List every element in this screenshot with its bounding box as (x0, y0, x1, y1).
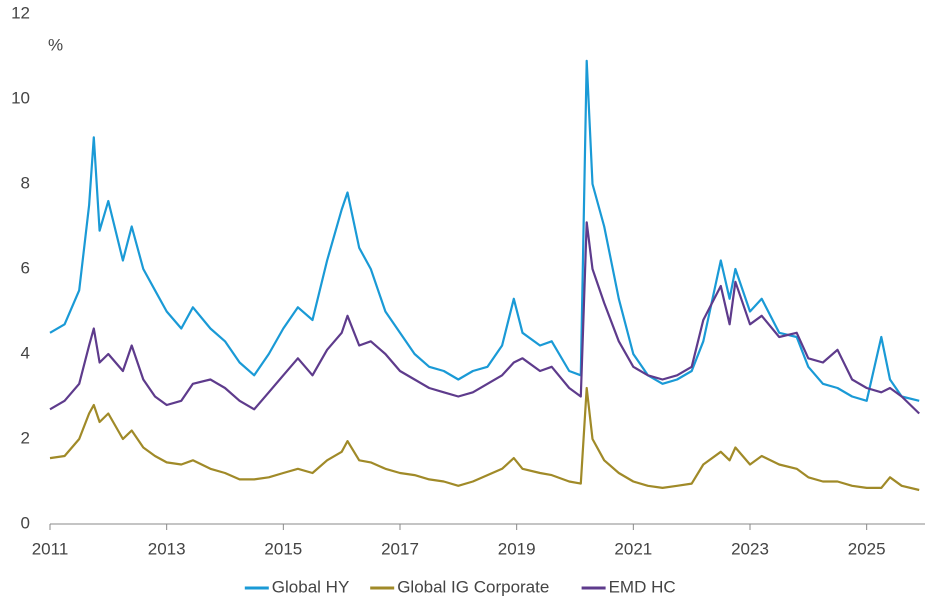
y-tick-label: 6 (21, 258, 30, 277)
y-tick-label: 2 (21, 428, 30, 447)
series-line (49, 221, 920, 415)
y-tick-label: 0 (21, 513, 30, 532)
series-line (49, 386, 920, 492)
x-tick-label: 2017 (381, 539, 419, 558)
legend-label: Global IG Corporate (397, 577, 549, 596)
y-tick-label: 12 (11, 3, 30, 22)
x-tick-label: 2013 (148, 539, 186, 558)
x-tick-label: 2023 (731, 539, 769, 558)
x-tick-label: 2021 (614, 539, 652, 558)
x-tick-label: 2011 (32, 539, 69, 558)
series-line (49, 59, 920, 402)
x-tick-label: 2015 (264, 539, 302, 558)
y-tick-label: 4 (21, 343, 30, 362)
x-tick-label: 2019 (498, 539, 536, 558)
y-tick-label: 8 (21, 173, 30, 192)
x-tick-label: 2025 (848, 539, 886, 558)
legend-label: Global HY (272, 577, 349, 596)
y-tick-label: 10 (11, 88, 30, 107)
y-axis-label: % (48, 35, 63, 54)
legend-label: EMD HC (609, 577, 676, 596)
